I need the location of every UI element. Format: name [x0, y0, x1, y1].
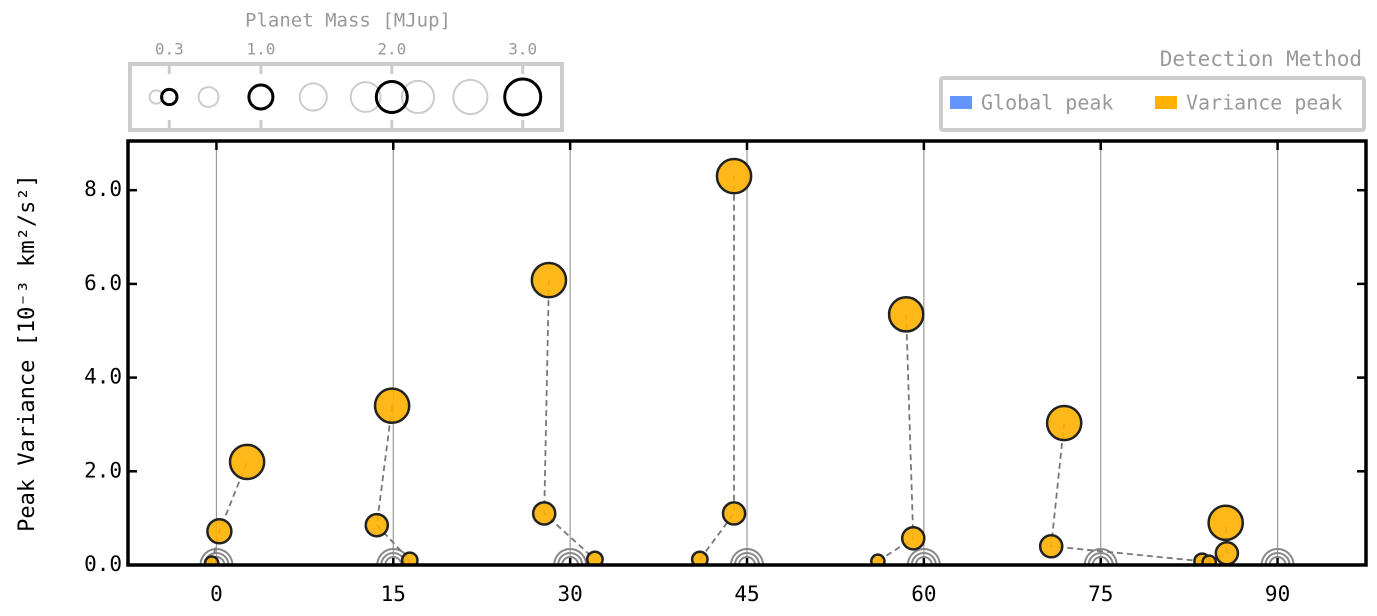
star-ring — [1264, 552, 1291, 565]
star-ring — [910, 552, 937, 565]
y-tick-label: 2.0 — [84, 458, 122, 482]
planet-point — [870, 553, 886, 565]
planet-point — [1201, 554, 1218, 565]
planet-point — [373, 387, 411, 425]
size-legend-ghost — [197, 86, 220, 108]
star-ring — [561, 556, 580, 565]
star-ring — [730, 548, 764, 565]
star-ring — [199, 548, 234, 565]
planet-point — [530, 261, 568, 299]
star-ring — [203, 552, 230, 565]
planet-point — [887, 296, 925, 333]
size-legend-tick-label: 3.0 — [508, 40, 537, 59]
star-ring — [384, 556, 403, 565]
x-tick-label: 0 — [210, 582, 223, 606]
plot-frame — [126, 139, 1368, 567]
star-ring — [734, 552, 760, 565]
planet-point — [531, 501, 557, 526]
x-tick-label: 90 — [1265, 582, 1290, 606]
star-ring — [1260, 548, 1295, 565]
x-tick-label: 60 — [911, 582, 936, 606]
star-ring — [1091, 556, 1110, 565]
size-legend-marker — [247, 83, 275, 111]
x-tick-label: 30 — [557, 582, 582, 606]
connector-line — [1050, 422, 1203, 563]
connector-line — [699, 176, 735, 560]
planet-point — [1045, 404, 1083, 442]
star-ring — [376, 548, 411, 565]
size-legend-ghost — [400, 79, 436, 115]
size-legend-ghost — [298, 82, 328, 112]
size-legend-marker — [160, 87, 179, 107]
planet-point — [1214, 540, 1240, 565]
star-ring — [553, 548, 588, 565]
legend-label: Variance peak — [1186, 91, 1343, 115]
star-ring — [914, 556, 933, 565]
legend-label: Global peak — [981, 91, 1113, 115]
size-legend-marker — [503, 77, 543, 117]
legend-swatch — [950, 96, 972, 109]
y-tick-label: 4.0 — [84, 365, 122, 389]
connector-line — [877, 314, 915, 563]
planet-point — [721, 501, 747, 526]
planet-point — [1207, 504, 1245, 542]
planet-point — [206, 518, 233, 545]
x-tick-label: 75 — [1088, 582, 1113, 606]
size-legend-tick-label: 2.0 — [377, 40, 406, 59]
y-axis-label: Peak Variance [10⁻³ km²/s²] — [15, 174, 40, 532]
size-legend-box — [128, 62, 564, 132]
y-tick-label: 6.0 — [84, 271, 122, 295]
star-ring — [1087, 552, 1114, 565]
planet-point — [585, 550, 604, 565]
star-ring — [738, 556, 756, 565]
size-legend-tick-label: 1.0 — [246, 40, 275, 59]
legend-title: Detection Method — [1160, 47, 1362, 71]
star-ring — [1268, 556, 1287, 565]
planet-point — [400, 551, 419, 565]
size-legend-title: Planet Mass [MJup] — [245, 10, 451, 32]
y-tick-label: 8.0 — [84, 177, 122, 201]
planet-point — [690, 550, 709, 565]
planet-point — [228, 443, 266, 481]
planet-point — [364, 512, 390, 538]
size-legend-ghost — [452, 78, 489, 116]
planet-point — [1038, 533, 1064, 559]
star-ring — [557, 552, 584, 565]
x-tick-label: 45 — [734, 582, 759, 606]
planet-point — [203, 555, 220, 565]
planet-point — [900, 525, 926, 551]
size-legend-ghost — [349, 81, 382, 113]
y-tick-label: 0.0 — [84, 552, 122, 576]
legend-swatch — [1155, 96, 1177, 109]
legend-box — [939, 76, 1366, 132]
star-ring — [906, 548, 941, 565]
size-legend-tick-label: 0.3 — [155, 40, 184, 59]
size-legend-marker — [374, 79, 409, 115]
planet-point — [715, 157, 753, 195]
star-ring — [380, 552, 407, 565]
x-tick-label: 15 — [381, 582, 406, 606]
star-ring — [1083, 548, 1118, 565]
